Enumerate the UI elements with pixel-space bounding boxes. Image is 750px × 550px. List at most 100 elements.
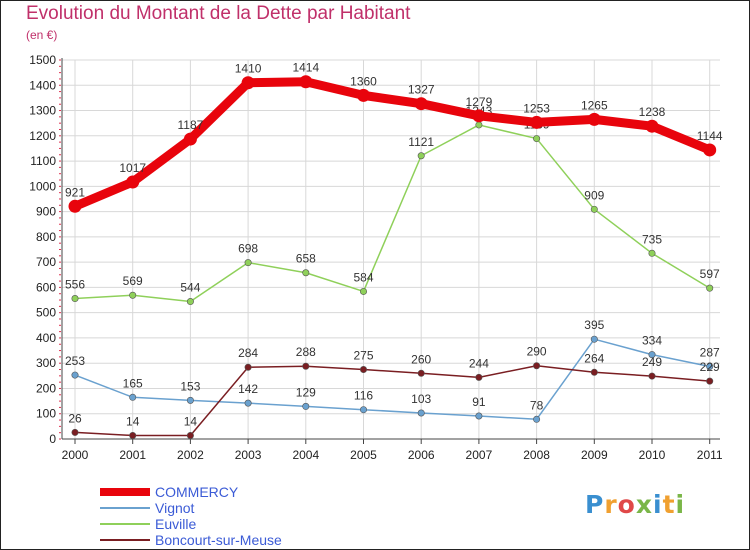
series-line-boncourt-sur-meuse — [74, 364, 711, 437]
y-minor-tick — [59, 78, 61, 80]
y-tick-label: 1100 — [30, 154, 56, 168]
y-minor-tick — [59, 305, 61, 307]
y-minor-tick — [59, 97, 61, 99]
data-label-vignot: 103 — [411, 392, 431, 406]
data-label-vignot: 153 — [180, 379, 200, 393]
x-tick-label: 2000 — [62, 448, 89, 462]
y-minor-tick — [59, 166, 61, 168]
y-minor-tick — [59, 72, 61, 74]
y-minor-tick — [59, 122, 61, 124]
x-tick-label: 2006 — [408, 448, 435, 462]
data-label-boncourt-sur-meuse: 284 — [238, 346, 258, 360]
y-minor-tick — [59, 135, 61, 137]
data-point-boncourt-sur-meuse — [359, 366, 367, 374]
data-point-euville — [417, 152, 425, 160]
data-label-boncourt-sur-meuse: 264 — [584, 351, 604, 365]
y-minor-tick — [59, 400, 61, 402]
data-label-vignot: 142 — [238, 382, 258, 396]
y-minor-tick — [59, 141, 61, 143]
y-tick-label: 900 — [36, 205, 56, 219]
y-minor-tick — [59, 103, 61, 105]
data-point-vignot — [129, 393, 137, 401]
y-tick-label: 100 — [36, 407, 56, 421]
data-label-commercy: 1144 — [697, 129, 723, 143]
x-tick-label: 2001 — [119, 448, 146, 462]
y-tick-label: 300 — [36, 356, 56, 370]
y-minor-tick — [59, 331, 61, 333]
data-label-boncourt-sur-meuse: 290 — [527, 345, 547, 359]
data-point-boncourt-sur-meuse — [302, 362, 310, 370]
y-minor-tick — [59, 242, 61, 244]
data-point-vignot — [475, 412, 483, 420]
data-label-commercy: 1265 — [581, 98, 608, 112]
data-point-commercy — [703, 143, 717, 157]
y-minor-tick — [59, 223, 61, 225]
data-point-euville — [533, 135, 541, 143]
y-minor-tick — [59, 381, 61, 383]
y-minor-tick — [59, 369, 61, 371]
y-minor-tick — [59, 362, 61, 364]
x-tick-label: 2002 — [177, 448, 204, 462]
y-minor-tick — [59, 128, 61, 130]
series-line-vignot — [74, 338, 711, 421]
y-minor-tick — [59, 84, 61, 86]
y-minor-tick — [59, 425, 61, 427]
y-minor-tick — [59, 299, 61, 301]
data-point-commercy — [587, 112, 601, 126]
data-point-euville — [475, 121, 483, 129]
y-minor-tick — [59, 217, 61, 219]
data-label-vignot: 165 — [123, 376, 143, 390]
data-label-boncourt-sur-meuse: 275 — [353, 349, 373, 363]
y-minor-tick — [59, 432, 61, 434]
y-minor-tick — [59, 394, 61, 396]
unit-label: (en €) — [26, 28, 58, 42]
y-minor-tick — [59, 147, 61, 149]
data-label-boncourt-sur-meuse: 229 — [700, 360, 720, 374]
y-minor-tick — [59, 337, 61, 339]
data-label-vignot: 78 — [530, 398, 544, 412]
y-minor-tick — [59, 343, 61, 345]
data-point-euville — [706, 284, 714, 292]
data-point-commercy — [299, 75, 313, 89]
y-tick-label: 500 — [36, 306, 56, 320]
data-label-commercy: 1253 — [523, 101, 550, 115]
y-tick-label: 1500 — [29, 53, 56, 67]
y-minor-tick — [59, 249, 61, 250]
data-point-commercy — [68, 199, 82, 213]
legend-label-euville: Euville — [155, 516, 196, 532]
data-label-commercy: 1410 — [235, 62, 262, 76]
data-point-euville — [648, 249, 656, 257]
y-minor-tick — [59, 255, 61, 257]
data-point-vignot — [186, 396, 194, 404]
data-point-commercy — [241, 76, 255, 90]
data-point-vignot — [71, 371, 79, 379]
data-label-vignot: 91 — [472, 395, 486, 409]
data-label-euville: 1121 — [408, 135, 434, 149]
data-point-boncourt-sur-meuse — [129, 431, 137, 439]
data-label-boncourt-sur-meuse: 260 — [411, 352, 431, 366]
y-tick-label: 800 — [36, 230, 56, 244]
y-minor-tick — [59, 274, 61, 276]
y-minor-tick — [59, 387, 61, 389]
data-point-boncourt-sur-meuse — [475, 373, 483, 381]
data-label-commercy: 1017 — [119, 161, 146, 175]
x-tick-label: 2009 — [581, 448, 608, 462]
y-tick-label: 400 — [36, 331, 56, 345]
y-minor-tick — [59, 413, 61, 415]
data-point-boncourt-sur-meuse — [648, 372, 656, 380]
data-label-boncourt-sur-meuse: 14 — [126, 414, 140, 428]
data-label-euville: 597 — [700, 267, 720, 281]
x-tick-label: 2004 — [292, 448, 319, 462]
data-point-boncourt-sur-meuse — [71, 428, 79, 436]
data-label-commercy: 921 — [65, 185, 85, 199]
series-line-euville — [74, 124, 711, 303]
data-label-euville: 584 — [353, 270, 373, 284]
data-point-commercy — [357, 88, 370, 102]
y-tick-label: 1000 — [29, 179, 56, 193]
legend-label-vignot: Vignot — [155, 500, 195, 516]
data-label-commercy: 1327 — [408, 83, 435, 97]
y-minor-tick — [59, 324, 61, 326]
y-tick-label: 1200 — [29, 129, 56, 143]
y-minor-tick — [59, 116, 61, 118]
y-tick-label: 600 — [36, 280, 56, 294]
